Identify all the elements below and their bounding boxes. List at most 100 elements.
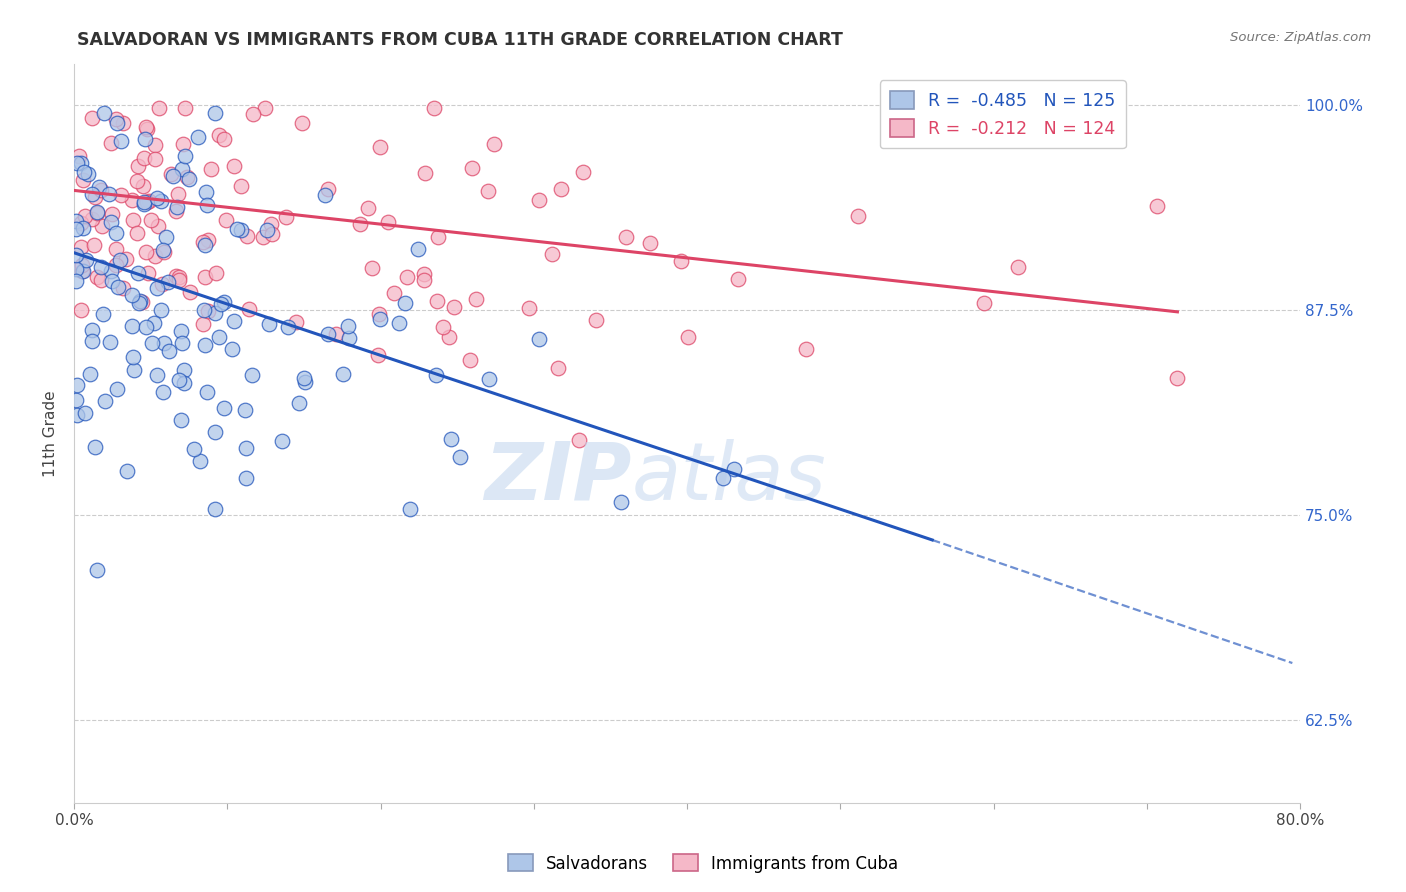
Point: [368, 307, 391, 321]
Point: [69, 216, 91, 230]
Point: [156, 275, 179, 289]
Point: [135, 120, 157, 134]
Point: [153, 335, 176, 350]
Point: [194, 186, 217, 200]
Point: [443, 300, 465, 314]
Point: [93, 106, 115, 120]
Point: [194, 269, 217, 284]
Point: [260, 227, 283, 242]
Point: [215, 213, 238, 227]
Point: [172, 335, 194, 350]
Point: [101, 207, 124, 221]
Point: [477, 184, 499, 198]
Point: [204, 425, 226, 440]
Point: [146, 281, 169, 295]
Text: atlas: atlas: [631, 439, 827, 516]
Point: [285, 315, 308, 329]
Point: [711, 471, 734, 485]
Point: [142, 316, 165, 330]
Point: [252, 230, 274, 244]
Text: SALVADORAN VS IMMIGRANTS FROM CUBA 11TH GRADE CORRELATION CHART: SALVADORAN VS IMMIGRANTS FROM CUBA 11TH …: [77, 31, 844, 49]
Point: [75, 253, 97, 268]
Point: [195, 198, 218, 212]
Point: [425, 294, 447, 309]
Point: [72, 220, 94, 235]
Point: [155, 229, 177, 244]
Point: [173, 363, 195, 377]
Point: [165, 203, 187, 218]
Point: [224, 314, 246, 328]
Point: [121, 193, 143, 207]
Point: [90, 219, 112, 234]
Point: [172, 162, 194, 177]
Point: [360, 260, 382, 275]
Point: [1166, 371, 1188, 385]
Point: [65, 247, 87, 261]
Point: [70, 263, 93, 277]
Point: [128, 296, 150, 310]
Point: [67, 148, 90, 162]
Point: [132, 197, 155, 211]
Point: [166, 186, 188, 201]
Point: [127, 159, 149, 173]
Point: [100, 264, 122, 278]
Point: [458, 353, 481, 368]
Point: [115, 252, 138, 266]
Point: [638, 235, 661, 250]
Point: [90, 273, 112, 287]
Point: [183, 442, 205, 457]
Point: [723, 462, 745, 476]
Point: [149, 194, 172, 209]
Point: [204, 106, 226, 120]
Point: [193, 235, 215, 249]
Point: [191, 317, 214, 331]
Point: [209, 297, 232, 311]
Point: [242, 368, 264, 383]
Point: [176, 169, 198, 184]
Point: [727, 272, 749, 286]
Point: [349, 217, 371, 231]
Point: [461, 161, 484, 176]
Point: [194, 338, 217, 352]
Point: [125, 173, 148, 187]
Legend: R =  -0.485   N = 125, R =  -0.212   N = 124: R = -0.485 N = 125, R = -0.212 N = 124: [880, 80, 1126, 148]
Point: [122, 213, 145, 227]
Point: [70, 156, 93, 170]
Point: [200, 162, 222, 177]
Point: [152, 243, 174, 257]
Point: [127, 226, 149, 240]
Point: [127, 267, 149, 281]
Point: [170, 413, 193, 427]
Point: [80, 186, 103, 201]
Point: [846, 209, 869, 223]
Point: [437, 330, 460, 344]
Point: [98, 186, 121, 201]
Point: [66, 378, 89, 392]
Point: [110, 188, 132, 202]
Point: [172, 136, 194, 151]
Point: [105, 242, 128, 256]
Point: [104, 112, 127, 126]
Point: [80, 211, 103, 226]
Point: [408, 242, 430, 256]
Point: [257, 317, 280, 331]
Point: [110, 135, 132, 149]
Point: [260, 217, 283, 231]
Point: [136, 266, 159, 280]
Point: [73, 164, 96, 178]
Point: [153, 245, 176, 260]
Point: [80, 323, 103, 337]
Point: [100, 136, 122, 150]
Point: [143, 249, 166, 263]
Point: [65, 274, 87, 288]
Point: [238, 302, 260, 317]
Point: [235, 471, 257, 485]
Point: [65, 262, 87, 277]
Point: [135, 245, 157, 260]
Point: [107, 280, 129, 294]
Point: [676, 330, 699, 344]
Point: [271, 434, 294, 449]
Point: [152, 384, 174, 399]
Point: [432, 319, 454, 334]
Point: [233, 403, 256, 417]
